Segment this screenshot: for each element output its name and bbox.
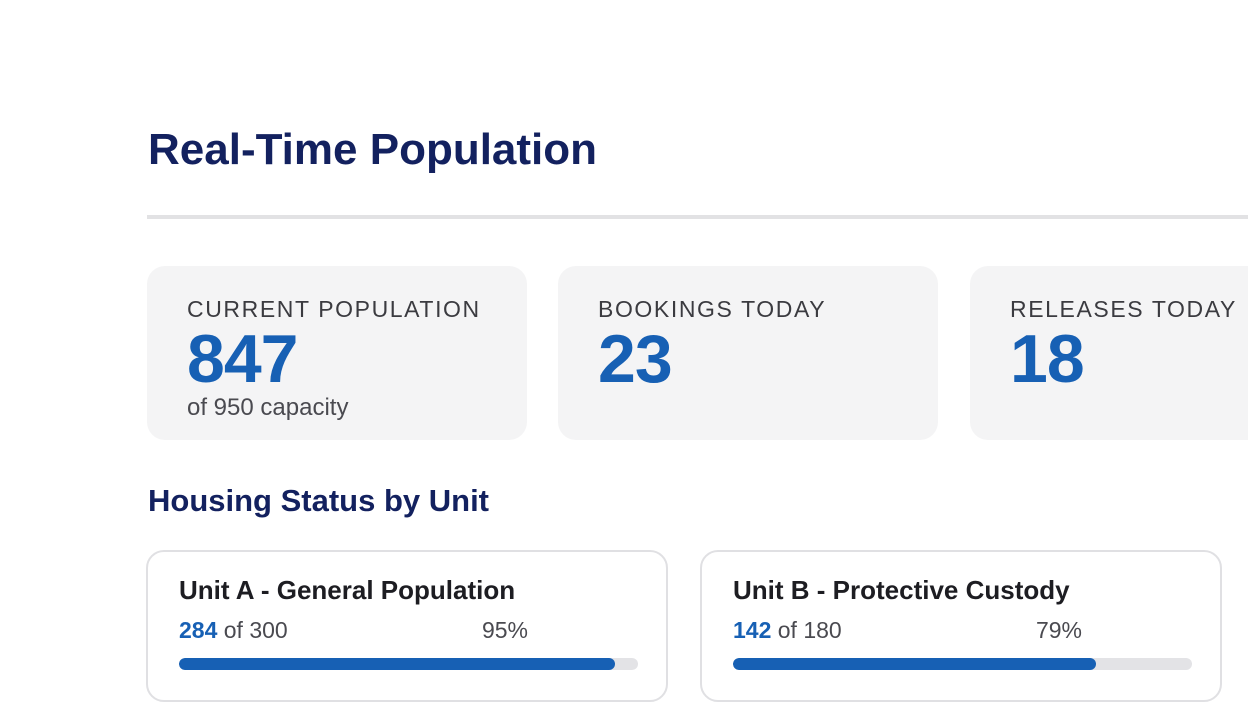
unit-percent: 79% — [1035, 617, 1082, 643]
unit-name: Unit B - Protective Custody — [733, 575, 1070, 605]
unit-card-b[interactable]: Unit B - Protective Custody 142 of 180 7… — [700, 550, 1222, 702]
unit-occupied-count: 142 — [733, 617, 772, 643]
stat-value: 18 — [1010, 321, 1085, 397]
stat-value: 847 — [187, 321, 298, 397]
unit-occupied-count: 284 — [179, 617, 218, 643]
stat-label: BOOKINGS TODAY — [598, 296, 827, 322]
header-divider — [147, 215, 1248, 219]
page-title: Real-Time Population — [148, 125, 598, 174]
unit-percent: 95% — [481, 617, 528, 643]
stat-card-releases-today: RELEASES TODAY 18 — [970, 266, 1248, 440]
stat-value: 23 — [598, 321, 673, 397]
stat-label: CURRENT POPULATION — [187, 296, 481, 322]
stat-card-current-population: CURRENT POPULATION 847 of 950 capacity — [147, 266, 527, 440]
unit-capacity: of 180 — [777, 617, 842, 643]
section-title-housing: Housing Status by Unit — [148, 483, 489, 518]
stat-label: RELEASES TODAY — [1010, 296, 1237, 322]
unit-name: Unit A - General Population — [179, 575, 516, 605]
unit-card-a[interactable]: Unit A - General Population 284 of 300 9… — [146, 550, 668, 702]
unit-progress-fill — [179, 658, 616, 670]
unit-occupancy: 284 of 300 — [179, 616, 288, 644]
unit-progress-bar — [733, 658, 1192, 670]
unit-occupancy: 142 of 180 — [733, 616, 842, 644]
stat-card-bookings-today: BOOKINGS TODAY 23 — [558, 266, 938, 440]
unit-progress-fill — [733, 658, 1096, 670]
unit-capacity: of 300 — [223, 617, 288, 643]
unit-progress-bar — [179, 658, 638, 670]
stat-subtext: of 950 capacity — [187, 394, 349, 421]
